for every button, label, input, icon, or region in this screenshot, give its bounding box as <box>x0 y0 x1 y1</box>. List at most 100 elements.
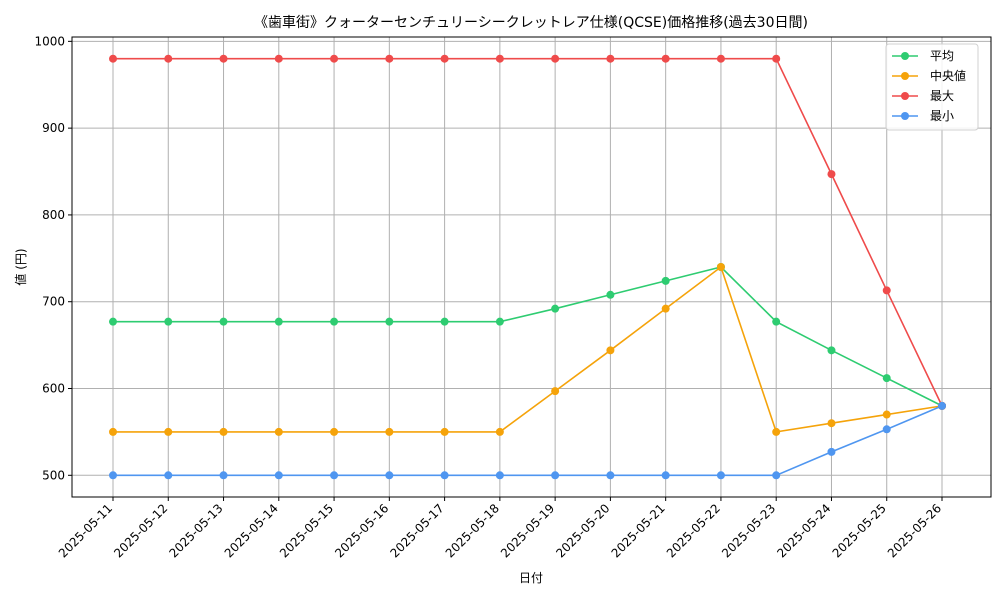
data-point <box>716 471 725 480</box>
y-tick-label: 1000 <box>34 34 65 48</box>
axis-ticks: 2025-05-112025-05-122025-05-132025-05-14… <box>34 34 944 560</box>
data-point <box>385 54 394 63</box>
legend-item: 最大 <box>892 89 954 103</box>
data-point <box>164 317 173 326</box>
x-axis-label: 日付 <box>519 571 543 585</box>
data-point <box>495 317 504 326</box>
legend-label: 最小 <box>930 109 954 123</box>
data-point <box>330 427 339 436</box>
data-point <box>440 471 449 480</box>
data-point <box>882 374 891 383</box>
data-point <box>274 427 283 436</box>
data-point <box>661 276 670 285</box>
data-point <box>440 427 449 436</box>
data-point <box>219 471 228 480</box>
y-tick-label: 700 <box>42 295 65 309</box>
series-2 <box>109 263 946 436</box>
x-tick-label: 2025-05-19 <box>498 501 557 560</box>
data-point <box>772 54 781 63</box>
series-1 <box>109 263 946 410</box>
data-point <box>274 54 283 63</box>
data-point <box>219 427 228 436</box>
data-point <box>882 425 891 434</box>
x-tick-label: 2025-05-14 <box>222 501 281 560</box>
x-tick-label: 2025-05-18 <box>443 501 502 560</box>
data-point <box>495 54 504 63</box>
data-point <box>109 54 117 63</box>
data-point <box>164 427 173 436</box>
data-point <box>938 401 946 410</box>
series-3 <box>109 54 946 410</box>
legend-marker <box>901 112 909 120</box>
series-layer <box>109 54 946 480</box>
data-point <box>827 170 836 179</box>
data-point <box>330 317 339 326</box>
data-point <box>661 471 670 480</box>
x-tick-label: 2025-05-25 <box>830 501 889 560</box>
legend-label: 最大 <box>930 89 954 103</box>
y-axis-label: 値 (円) <box>13 248 28 285</box>
data-point <box>330 54 339 63</box>
data-point <box>551 471 560 480</box>
series-line <box>113 266 943 407</box>
data-point <box>219 317 228 326</box>
legend-marker <box>901 92 909 100</box>
data-point <box>772 317 781 326</box>
x-tick-label: 2025-05-26 <box>885 501 944 560</box>
data-point <box>274 471 283 480</box>
data-point <box>385 317 394 326</box>
data-point <box>440 54 449 63</box>
data-point <box>109 427 117 436</box>
y-tick-label: 900 <box>42 121 65 135</box>
x-tick-label: 2025-05-23 <box>719 501 778 560</box>
data-point <box>827 346 836 355</box>
data-point <box>164 54 173 63</box>
x-tick-label: 2025-05-15 <box>277 501 336 560</box>
data-point <box>164 471 173 480</box>
y-tick-label: 600 <box>42 382 65 396</box>
data-point <box>440 317 449 326</box>
legend-marker <box>901 52 909 60</box>
data-point <box>109 471 117 480</box>
x-tick-label: 2025-05-17 <box>388 501 447 560</box>
data-point <box>385 427 394 436</box>
data-point <box>495 471 504 480</box>
series-line <box>113 265 943 433</box>
data-point <box>606 471 615 480</box>
data-point <box>606 54 615 63</box>
data-point <box>716 54 725 63</box>
x-tick-label: 2025-05-21 <box>609 501 668 560</box>
data-point <box>274 317 283 326</box>
data-point <box>606 346 615 355</box>
data-point <box>882 286 891 295</box>
series-line <box>113 405 943 477</box>
data-point <box>551 304 560 313</box>
x-tick-label: 2025-05-22 <box>664 501 723 560</box>
grid <box>72 37 991 497</box>
data-point <box>772 427 781 436</box>
x-tick-label: 2025-05-20 <box>553 501 612 560</box>
x-tick-label: 2025-05-12 <box>111 501 170 560</box>
legend-item: 中央値 <box>892 68 966 83</box>
x-tick-label: 2025-05-11 <box>56 501 115 560</box>
x-tick-label: 2025-05-16 <box>332 501 391 560</box>
plot-area-frame <box>71 36 992 498</box>
x-tick-label: 2025-05-13 <box>166 501 225 560</box>
data-point <box>661 54 670 63</box>
data-point <box>661 304 670 313</box>
series-4 <box>109 401 946 480</box>
legend-marker <box>901 72 909 80</box>
legend-label: 中央値 <box>930 68 966 83</box>
legend-item: 平均 <box>892 49 954 63</box>
data-point <box>716 263 725 271</box>
y-tick-label: 800 <box>42 208 65 222</box>
data-point <box>772 471 781 480</box>
legend-item: 最小 <box>892 109 954 123</box>
legend-box <box>885 43 979 131</box>
data-point <box>882 410 891 419</box>
data-point <box>827 447 836 456</box>
series-line <box>113 57 943 407</box>
data-point <box>827 419 836 428</box>
